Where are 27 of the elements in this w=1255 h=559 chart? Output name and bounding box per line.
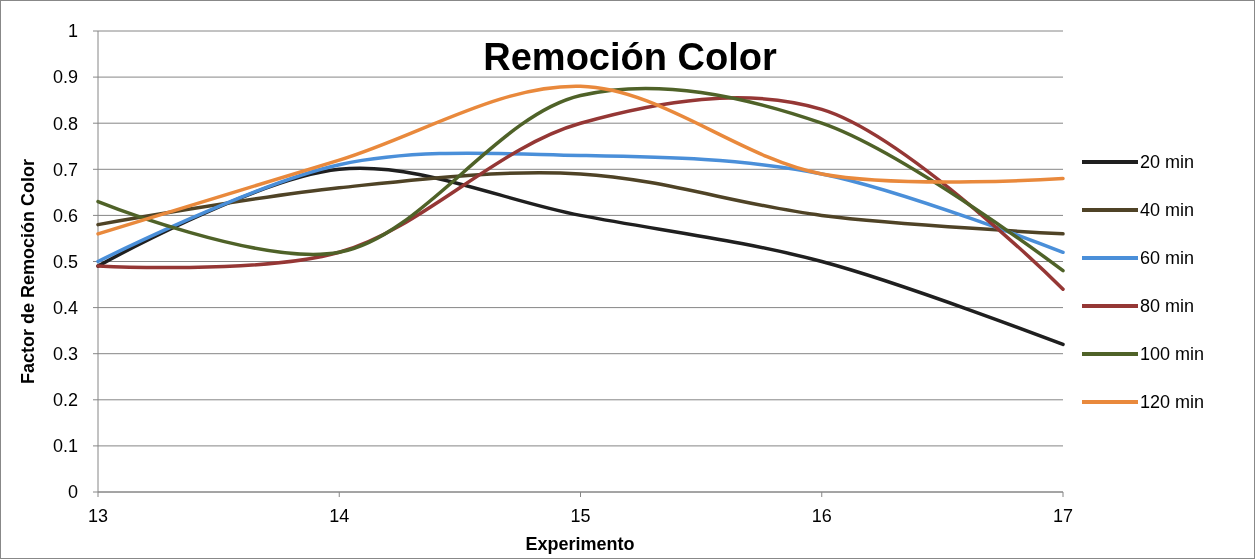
legend-label: 100 min (1140, 344, 1205, 365)
y-tick-label: 0.1 (52, 436, 78, 457)
legend-label: 120 min (1140, 392, 1205, 413)
y-tick-label: 0.3 (52, 344, 78, 364)
x-tick-label: 14 (329, 506, 350, 526)
x-tick-label: 13 (87, 506, 109, 526)
y-tick-label: 0 (67, 482, 78, 503)
legend-label: 60 min (1140, 248, 1195, 269)
y-tick-label: 0.6 (52, 205, 78, 226)
x-tick-label: 16 (811, 506, 832, 526)
line-series (96, 171, 1065, 236)
y-tick-label: 0.8 (52, 113, 78, 134)
y-tick-label: 0.7 (52, 159, 78, 180)
y-tick-label: 1 (67, 21, 78, 42)
y-axis-title: Factor de Remoción Color (18, 158, 38, 385)
line-series (96, 84, 1065, 236)
y-tick-label: 0.9 (52, 67, 78, 88)
x-axis-title: Experimento (525, 534, 635, 554)
y-tick-label: 0.4 (52, 297, 78, 318)
legend-label: 80 min (1140, 296, 1195, 317)
legend-label: 20 min (1140, 152, 1195, 173)
legend-label: 40 min (1140, 200, 1195, 221)
chart-title: Remoción Color (483, 36, 777, 78)
y-tick-label: 0.2 (52, 390, 78, 411)
x-tick-label: 15 (570, 506, 591, 526)
y-tick-label: 0.5 (52, 251, 78, 272)
x-tick-label: 17 (1052, 506, 1074, 526)
